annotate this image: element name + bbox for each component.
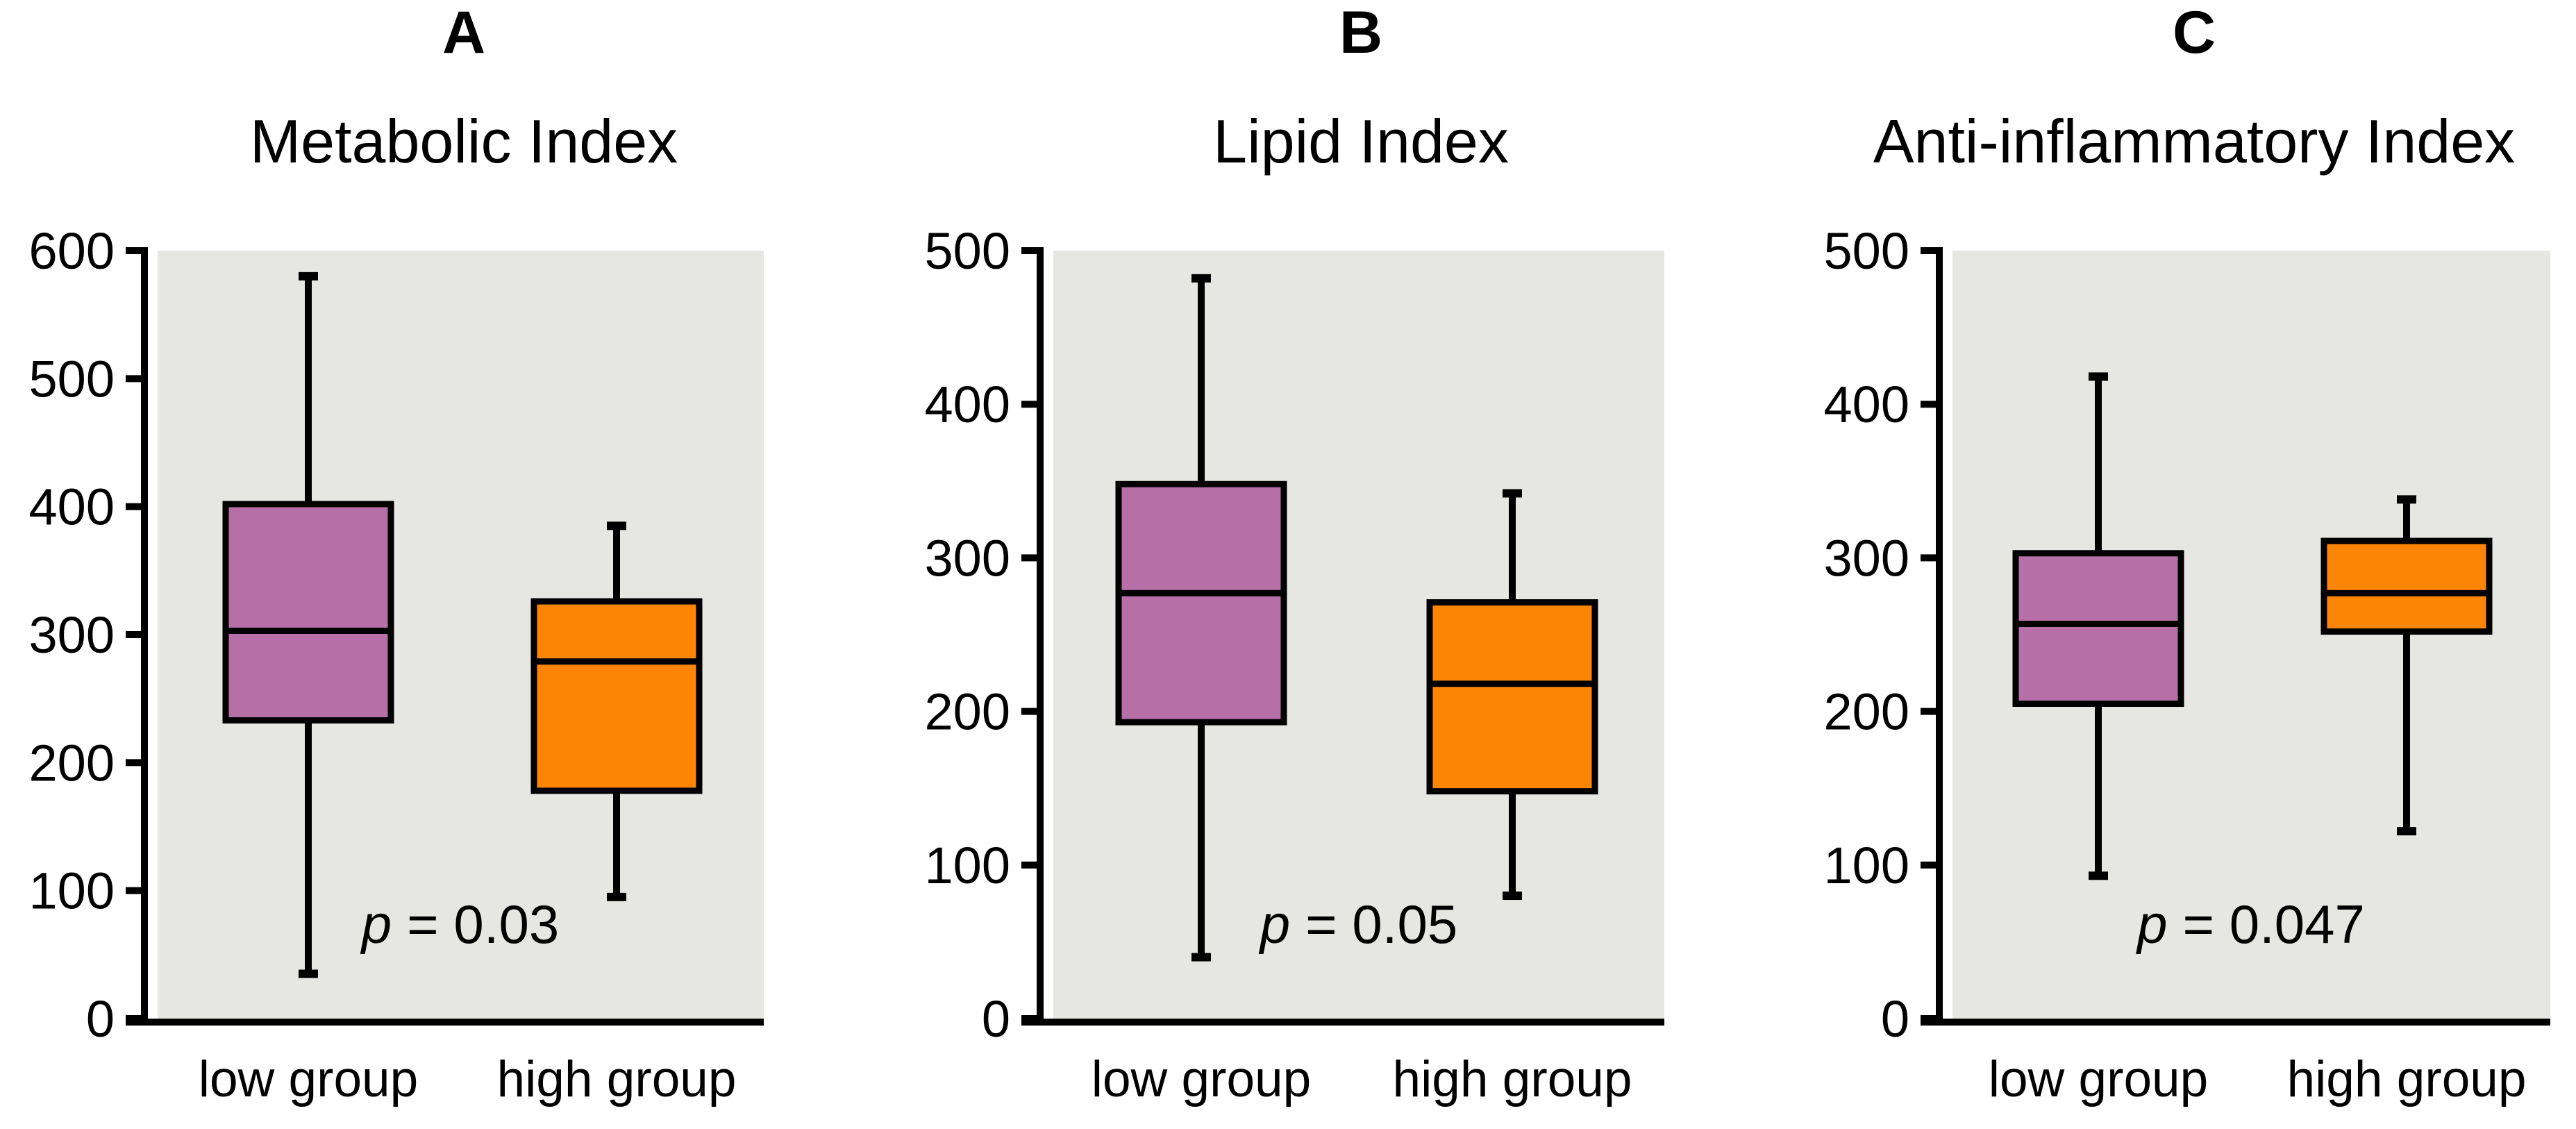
whisker-cap-top — [1191, 274, 1211, 283]
y-tick — [126, 247, 144, 254]
whisker-cap-bottom — [2089, 871, 2108, 880]
y-tick — [126, 375, 144, 383]
whisker-cap-bottom — [1503, 892, 1522, 901]
y-tick — [1021, 861, 1039, 869]
group-label-a-high: high group — [496, 1051, 737, 1107]
p-value-label-c: p = 0.047 — [2137, 897, 2365, 951]
y-tick — [1021, 554, 1039, 562]
whisker-cap-bottom — [299, 969, 318, 978]
group-label-a-low: low group — [198, 1051, 419, 1107]
panel-title-c: Anti-inflammatory Index — [1873, 107, 2516, 176]
y-tick-label: 100 — [925, 837, 1010, 894]
y-tick — [126, 887, 144, 894]
x-axis-line — [1021, 1019, 1664, 1026]
y-tick — [126, 631, 144, 638]
box-low-group — [2012, 550, 2184, 708]
p-value-label-b: p = 0.05 — [1260, 897, 1457, 951]
y-tick-label: 300 — [29, 606, 115, 664]
whisker-cap-bottom — [2397, 827, 2416, 836]
p-value-b: = 0.05 — [1305, 894, 1458, 955]
y-tick-label: 400 — [1824, 376, 1909, 433]
whisker-cap-bottom — [607, 892, 626, 901]
group-label-b-low: low group — [1091, 1051, 1312, 1107]
y-tick-label: 300 — [925, 529, 1010, 587]
median-line — [1119, 589, 1284, 596]
median-line — [1430, 680, 1595, 687]
box-high-group — [1426, 599, 1598, 795]
p-value-c: = 0.047 — [2182, 894, 2365, 955]
y-tick-label: 400 — [925, 376, 1010, 433]
y-tick-label: 100 — [29, 862, 115, 920]
y-tick-label: 300 — [1824, 529, 1909, 587]
y-tick — [126, 503, 144, 510]
y-tick — [1021, 401, 1039, 408]
group-label-b-high: high group — [1392, 1051, 1632, 1107]
box-low-group — [1115, 480, 1287, 726]
p-symbol-b: p — [1260, 894, 1291, 955]
y-tick — [1921, 554, 1939, 562]
box-high-group — [2320, 537, 2493, 635]
y-tick-label: 500 — [1824, 222, 1909, 280]
y-tick-label: 600 — [29, 222, 115, 280]
y-tick-label: 0 — [1881, 990, 1909, 1048]
y-axis-line — [1936, 247, 1943, 1026]
y-tick-label: 100 — [1824, 837, 1909, 894]
y-axis-line — [1037, 247, 1044, 1026]
panel-letter-a: A — [442, 0, 486, 66]
median-line — [534, 658, 699, 665]
whisker-cap-top — [1503, 489, 1522, 498]
box-low-group — [222, 501, 394, 724]
y-tick-label: 200 — [925, 683, 1010, 741]
group-label-c-high: high group — [2286, 1051, 2527, 1107]
y-tick — [1921, 1015, 1939, 1022]
y-tick-label: 200 — [1824, 683, 1909, 741]
y-tick — [1021, 708, 1039, 715]
panel-title-b: Lipid Index — [1213, 107, 1509, 176]
whisker-cap-top — [2397, 495, 2416, 504]
whisker-line — [2403, 499, 2410, 832]
whisker-cap-top — [2089, 372, 2108, 381]
median-line — [2016, 621, 2181, 628]
y-tick — [1021, 1015, 1039, 1022]
whisker-cap-top — [607, 521, 626, 530]
median-line — [226, 627, 391, 634]
y-tick — [1021, 247, 1039, 254]
y-tick — [1921, 247, 1939, 254]
y-tick — [1921, 708, 1939, 715]
group-label-c-low: low group — [1988, 1051, 2209, 1107]
p-value-a: = 0.03 — [407, 894, 560, 955]
y-tick — [1921, 401, 1939, 408]
y-tick-label: 500 — [925, 222, 1010, 280]
panel-title-a: Metabolic Index — [249, 107, 678, 176]
whisker-cap-bottom — [1191, 953, 1211, 962]
x-axis-line — [1921, 1019, 2550, 1026]
y-tick — [126, 759, 144, 767]
box-high-group — [530, 598, 703, 794]
panel-letter-b: B — [1339, 0, 1383, 66]
p-symbol-a: p — [361, 894, 392, 955]
y-axis-line — [141, 247, 148, 1026]
y-tick — [126, 1015, 144, 1022]
y-tick — [1921, 861, 1939, 869]
y-tick-label: 500 — [29, 350, 115, 408]
y-tick-label: 400 — [29, 478, 115, 536]
p-symbol-c: p — [2137, 894, 2168, 955]
whisker-cap-top — [299, 271, 318, 281]
panel-letter-c: C — [2172, 0, 2216, 66]
p-value-label-a: p = 0.03 — [362, 897, 559, 951]
x-axis-line — [126, 1019, 764, 1026]
median-line — [2324, 589, 2489, 596]
y-tick-label: 0 — [86, 990, 115, 1048]
y-tick-label: 200 — [29, 734, 115, 792]
y-tick-label: 0 — [982, 990, 1010, 1048]
